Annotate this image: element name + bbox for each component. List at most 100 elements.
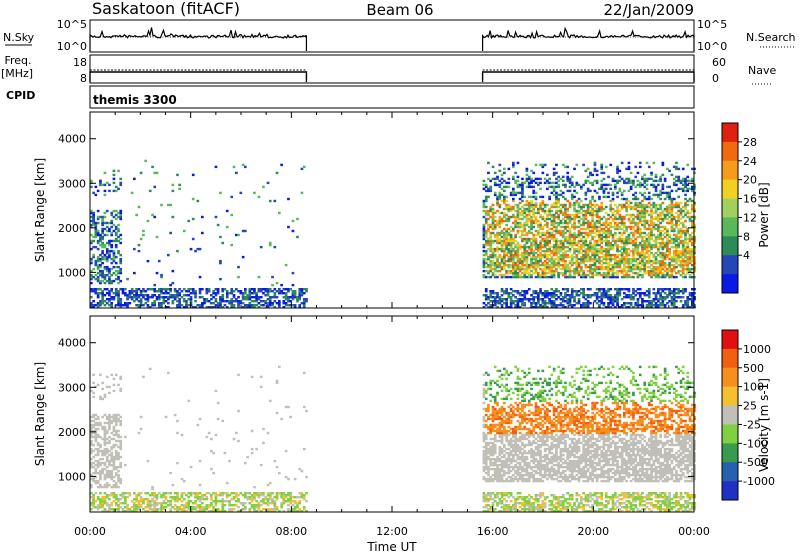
heatmap-cell [135,294,138,297]
heatmap-cell [289,304,292,307]
heatmap-cell [618,257,622,261]
heatmap-cell [164,498,168,501]
heatmap-cell [693,267,696,271]
heatmap-cell [525,215,529,219]
heatmap-cell [661,161,665,165]
heatmap-cell [668,219,671,223]
heatmap-cell [496,197,499,201]
heatmap-cell [505,275,508,279]
heatmap-cell [257,290,261,293]
heatmap-cell [153,288,157,291]
heatmap-cell [493,223,497,227]
heatmap-cell [591,211,594,215]
heatmap-cell [521,231,524,235]
heatmap-cell [625,243,628,247]
heatmap-cell [99,292,102,295]
heatmap-cell [180,508,184,511]
heatmap-cell [623,261,626,265]
heatmap-cell [110,243,114,247]
heatmap-cell [550,263,554,267]
heatmap-cell [135,500,138,503]
heatmap-cell [92,496,95,499]
heatmap-cell [541,203,545,207]
heatmap-cell [235,288,238,291]
heatmap-cell [151,498,154,501]
heatmap-cell [487,237,490,241]
heatmap-cell [559,298,563,301]
heatmap-cell [632,217,635,221]
heatmap-cell [99,397,102,401]
heatmap-cell [654,227,658,231]
heatmap-cell [600,201,604,205]
heatmap-cell [632,298,635,301]
heatmap-cell [539,241,542,245]
heatmap-cell [532,207,536,211]
heatmap-cell [99,263,102,267]
heatmap-cell [241,296,245,299]
heatmap-cell [516,225,520,229]
heatmap-cell [518,229,522,233]
heatmap-cell [112,249,116,253]
heatmap-cell [500,294,504,297]
heatmap-cell [92,494,95,497]
heatmap-cell [525,267,529,271]
heatmap-cell [593,225,597,229]
heatmap-cell [296,235,299,239]
heatmap-cell [164,502,168,505]
heatmap-cell [618,179,622,183]
heatmap-cell [647,294,651,297]
heatmap-cell [593,247,597,251]
heatmap-cell [518,294,522,297]
heatmap-cell [557,259,560,263]
heatmap-cell [598,267,601,271]
heatmap-cell [153,508,157,511]
heatmap-cell [489,253,493,257]
heatmap-cell [139,298,143,301]
heatmap-cell [652,273,656,277]
heatmap-cell [503,197,506,201]
heatmap-cell [675,233,678,237]
heatmap-cell [609,294,613,297]
heatmap-cell [659,275,662,279]
heatmap-cell [616,269,619,273]
heatmap-cell [693,251,696,255]
heatmap-cell [498,191,502,195]
heatmap-cell [632,263,635,267]
heatmap-cell [266,306,270,309]
heatmap-cell [679,209,683,213]
heatmap-cell [657,219,660,223]
heatmap-cell [672,203,676,207]
heatmap-cell [593,209,597,213]
heatmap-cell [568,265,572,269]
heatmap-cell [90,304,93,307]
heatmap-cell [176,494,179,497]
heatmap-cell [611,217,615,221]
heatmap-cell [620,177,624,181]
heatmap-cell [133,492,136,495]
heatmap-cell [618,203,622,207]
heatmap-cell [586,211,590,215]
heatmap-cell [117,169,120,173]
heatmap-cell [663,255,667,259]
heatmap-cell [575,191,579,195]
heatmap-cell [173,504,177,507]
heatmap-cell [282,300,286,303]
heatmap-cell [182,294,186,297]
heatmap-cell [643,177,647,181]
heatmap-cell [643,257,647,261]
heatmap-cell [96,417,100,421]
heatmap-cell [119,261,123,265]
heatmap-cell [546,290,549,293]
heatmap-cell [194,296,197,299]
heatmap-cell [284,263,288,267]
heatmap-cell [114,304,118,307]
heatmap-cell [530,302,533,305]
heatmap-cell [491,273,495,277]
heatmap-cell [586,223,590,227]
heatmap-cell [491,231,495,235]
heatmap-cell [94,231,98,235]
heatmap-cell [539,263,542,267]
heatmap-cell [657,304,660,307]
heatmap-cell [668,292,671,295]
